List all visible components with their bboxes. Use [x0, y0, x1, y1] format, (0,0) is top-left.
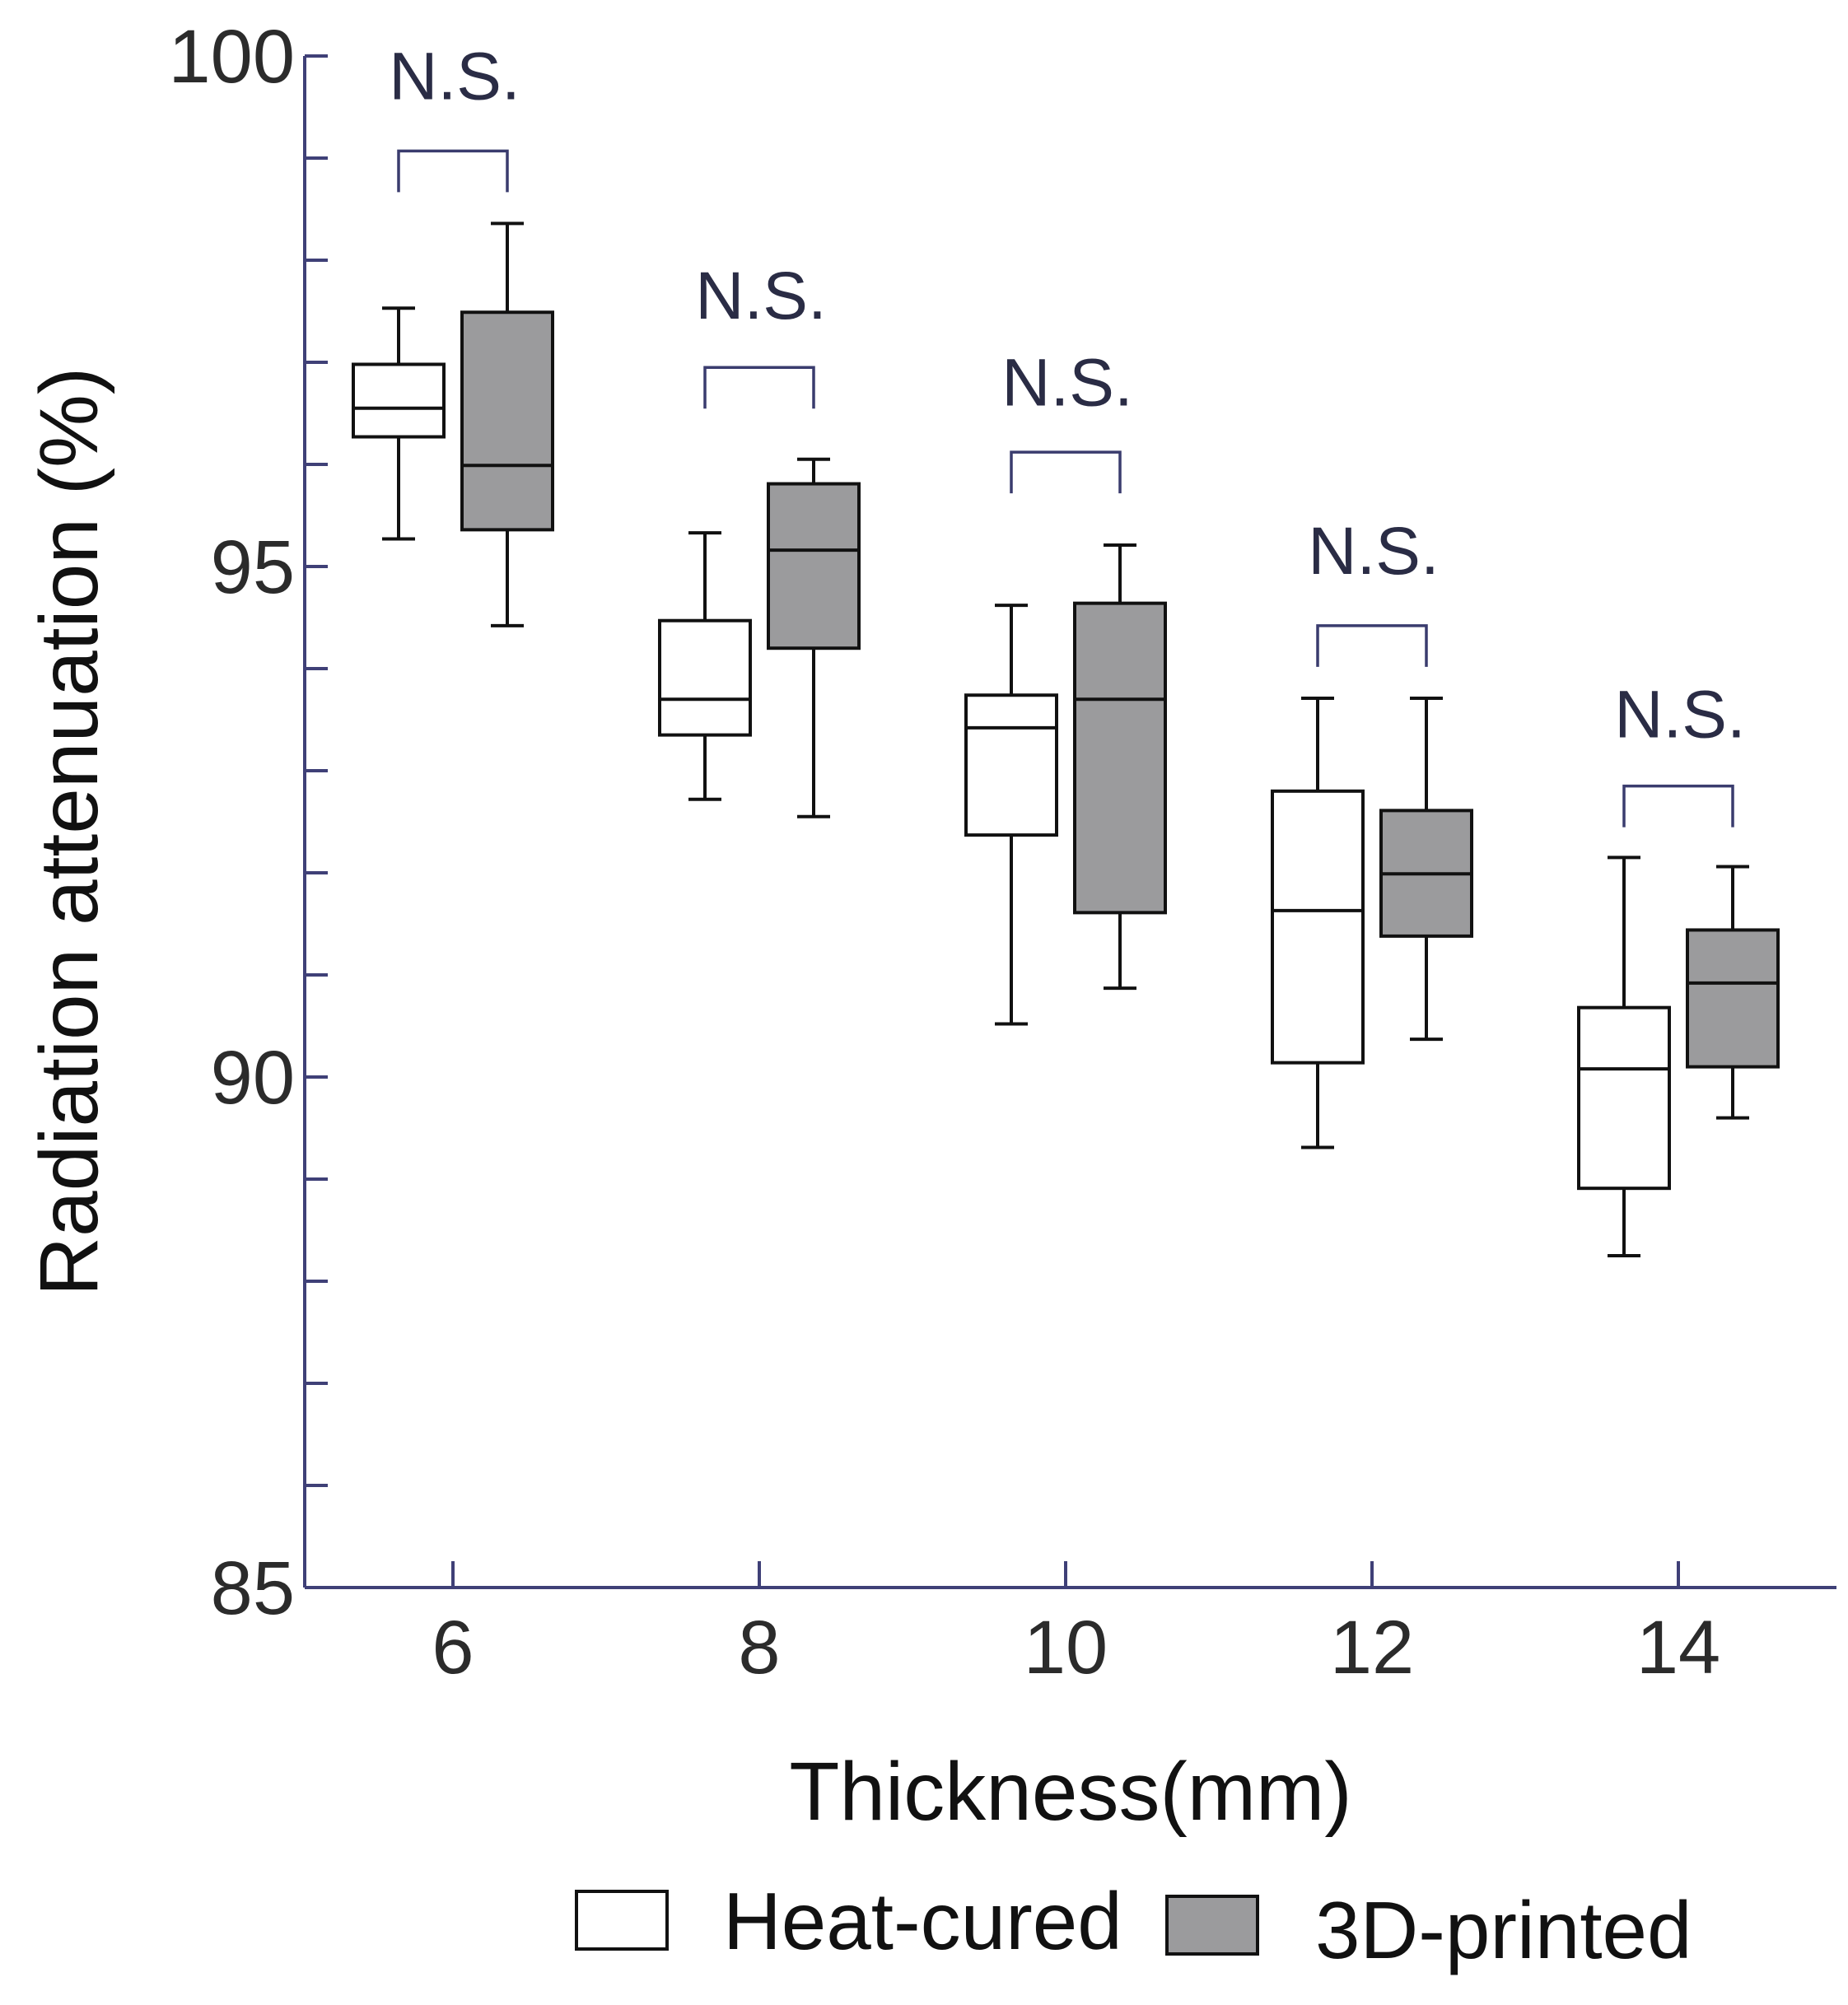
- box-iqr: [964, 693, 1058, 837]
- box-heat-cured-6mm: [352, 306, 446, 541]
- x-tick-label: 8: [738, 1606, 780, 1690]
- box-heat-cured-14mm: [1577, 856, 1671, 1257]
- box-iqr: [1686, 928, 1780, 1069]
- box-3d-printed-8mm: [767, 457, 861, 818]
- significance-bracket: [1010, 450, 1122, 494]
- significance-label: N.S.: [695, 259, 826, 333]
- box-iqr: [658, 618, 752, 737]
- x-tick-label: 6: [432, 1606, 474, 1690]
- legend-label-heat-cured: Heat-cured: [723, 1876, 1122, 1966]
- y-axis-title: Radiation attenuation (%): [23, 367, 115, 1296]
- legend-label-3d-printed: 3D-printed: [1315, 1885, 1692, 1975]
- significance-label: N.S.: [1614, 677, 1745, 752]
- y-tick-label: 85: [211, 1546, 295, 1630]
- significance-label: N.S.: [1001, 345, 1132, 420]
- y-tick-label: 95: [211, 525, 295, 609]
- x-tick-label: 12: [1330, 1606, 1414, 1690]
- significance-bracket: [1316, 624, 1428, 667]
- box-heat-cured-8mm: [658, 531, 752, 801]
- legend: Heat-cured 3D-printed: [575, 1876, 1692, 1975]
- box-iqr: [460, 310, 554, 532]
- x-tick-label: 14: [1636, 1606, 1720, 1690]
- box-iqr: [1271, 789, 1365, 1065]
- box-iqr: [767, 482, 861, 650]
- box-iqr: [352, 362, 446, 439]
- significance-bracket: [1622, 784, 1734, 828]
- box-iqr: [1577, 1005, 1671, 1191]
- significance-bracket: [703, 366, 815, 409]
- x-axis-title: Thickness(mm): [789, 1746, 1351, 1838]
- box-3d-printed-10mm: [1073, 543, 1167, 991]
- significance-label: N.S.: [389, 39, 520, 114]
- legend-swatch-heat-cured: [575, 1890, 669, 1951]
- box-heat-cured-12mm: [1271, 696, 1365, 1149]
- box-3d-printed-12mm: [1379, 696, 1473, 1042]
- box-3d-printed-6mm: [460, 221, 554, 627]
- y-tick-label: 90: [211, 1036, 295, 1120]
- x-tick-label: 10: [1024, 1606, 1108, 1690]
- box-heat-cured-10mm: [964, 604, 1058, 1026]
- box-3d-printed-14mm: [1686, 865, 1780, 1120]
- significance-bracket: [397, 149, 509, 193]
- y-tick-label: 100: [169, 15, 296, 99]
- box-iqr: [1073, 601, 1167, 915]
- legend-swatch-3d-printed: [1165, 1895, 1259, 1956]
- significance-label: N.S.: [1308, 514, 1439, 589]
